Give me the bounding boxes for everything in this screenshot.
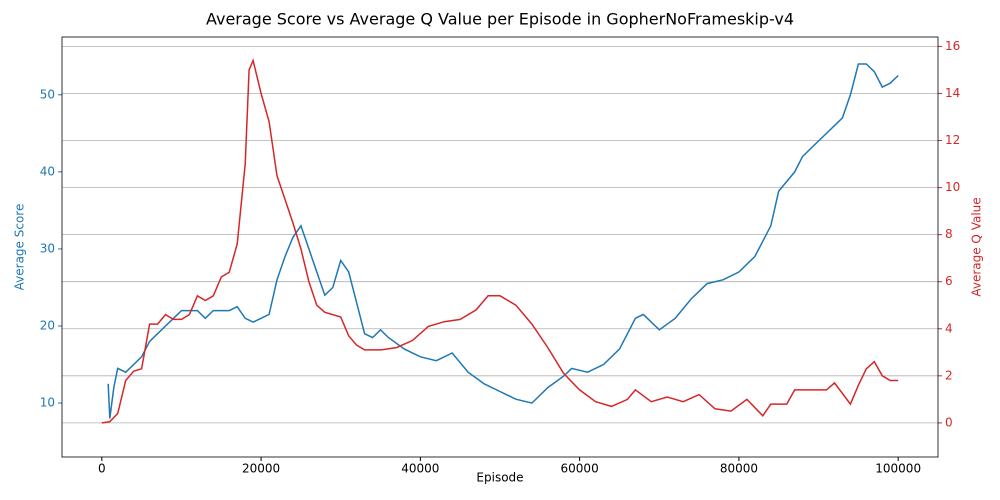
y2-tick-label: 8 <box>945 227 953 241</box>
series-line <box>101 58 899 424</box>
y2-tick-label: 4 <box>945 321 953 335</box>
x-tick-label: 20000 <box>242 462 280 476</box>
x-tick-label: 80000 <box>720 462 758 476</box>
y2-axis-label: Average Q Value <box>970 197 984 296</box>
y-axis-label: Average Score <box>13 204 27 291</box>
plot-frame <box>61 36 939 458</box>
x-tick-label: 0 <box>98 462 106 476</box>
x-tick-label: 60000 <box>561 462 599 476</box>
y-tick-label: 20 <box>40 318 55 332</box>
y2-tick-label: 16 <box>945 39 960 53</box>
y2-tick-label: 6 <box>945 274 953 288</box>
y-tick-label: 30 <box>40 241 55 255</box>
y2-tick-label: 14 <box>945 86 960 100</box>
series-line <box>107 63 899 419</box>
x-tick-label: 100000 <box>875 462 921 476</box>
y2-tick-label: 2 <box>945 368 953 382</box>
y2-tick-label: 10 <box>945 180 960 194</box>
y-tick-label: 10 <box>40 396 55 410</box>
y-tick-label: 50 <box>40 87 55 101</box>
y2-tick-label: 0 <box>945 415 953 429</box>
y-tick-label: 40 <box>40 164 55 178</box>
x-axis-label: Episode <box>476 471 523 485</box>
chart-title: Average Score vs Average Q Value per Epi… <box>206 10 794 29</box>
y2-tick-label: 12 <box>945 133 960 147</box>
x-tick-label: 40000 <box>401 462 439 476</box>
